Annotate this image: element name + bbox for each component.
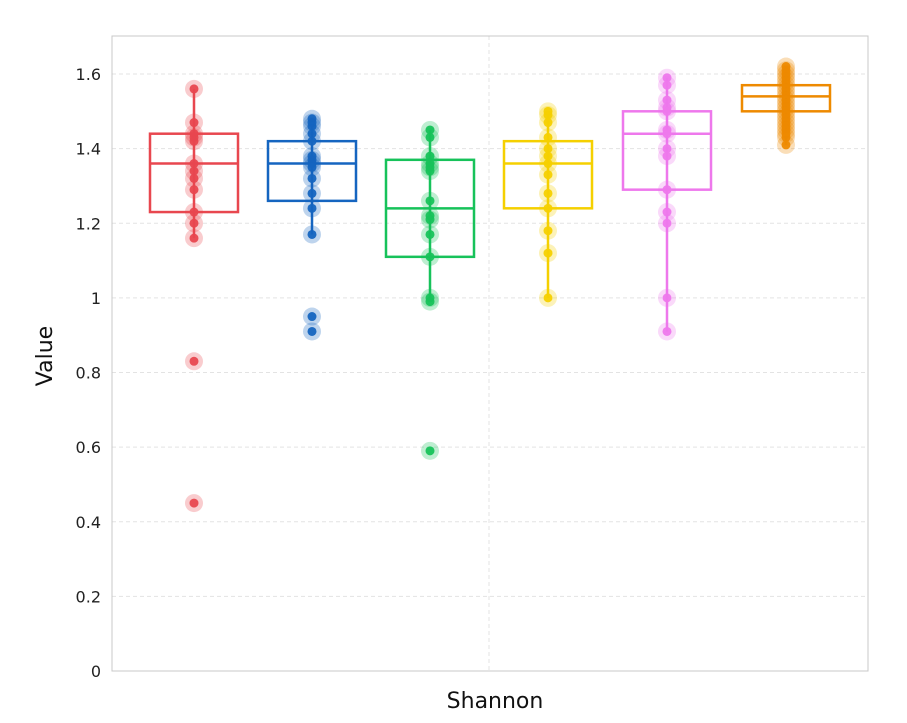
data-point: [425, 252, 435, 262]
series-group-5: [621, 68, 713, 341]
data-point: [543, 118, 553, 128]
data-point: [307, 203, 317, 213]
data-point: [189, 356, 199, 366]
data-point: [189, 173, 199, 183]
data-point: [189, 207, 199, 217]
data-point: [543, 132, 553, 142]
y-axis-label: Value: [33, 326, 58, 386]
data-point: [662, 80, 672, 90]
y-tick-label: 0.6: [76, 438, 101, 457]
data-point: [307, 136, 317, 146]
data-point: [189, 185, 199, 195]
data-point: [662, 326, 672, 336]
data-point: [189, 118, 199, 128]
series-group-2: [266, 109, 358, 341]
data-point: [189, 233, 199, 243]
data-point: [189, 218, 199, 228]
data-point: [543, 151, 553, 161]
data-point: [662, 207, 672, 217]
data-point: [307, 326, 317, 336]
x-axis-label: Shannon: [447, 689, 544, 714]
data-point: [307, 162, 317, 172]
data-point: [189, 84, 199, 94]
data-point: [425, 196, 435, 206]
data-point: [307, 188, 317, 198]
data-point: [425, 132, 435, 142]
data-point: [425, 151, 435, 161]
data-point: [425, 125, 435, 135]
data-point: [662, 144, 672, 154]
data-point: [543, 293, 553, 303]
y-tick-label: 1.2: [76, 214, 101, 233]
data-point: [543, 144, 553, 154]
y-axis-ticks: 0 0.2 0.4 0.6 0.8 1 1.2 1.4 1.6: [76, 65, 101, 681]
data-point: [662, 218, 672, 228]
data-point: [189, 166, 199, 176]
data-point: [662, 95, 672, 105]
series-group-3: [384, 120, 476, 460]
data-point: [425, 297, 435, 307]
series-group-1: [148, 79, 240, 513]
data-point: [781, 140, 791, 150]
data-point: [543, 110, 553, 120]
y-tick-label: 0: [91, 662, 101, 681]
data-point: [662, 73, 672, 83]
data-point: [425, 446, 435, 456]
data-point: [662, 185, 672, 195]
y-tick-label: 0.4: [76, 513, 101, 532]
data-point: [307, 121, 317, 131]
data-point: [543, 170, 553, 180]
data-point: [543, 226, 553, 236]
data-point: [662, 106, 672, 116]
data-point: [307, 129, 317, 139]
y-tick-label: 1: [91, 289, 101, 308]
data-point: [543, 159, 553, 169]
data-point: [189, 136, 199, 146]
data-point: [543, 188, 553, 198]
data-point: [189, 159, 199, 169]
series-group-4: [502, 102, 594, 307]
data-point: [307, 312, 317, 322]
data-point: [543, 203, 553, 213]
data-point: [662, 151, 672, 161]
data-point: [662, 129, 672, 139]
series-layer: [148, 57, 832, 513]
data-point: [189, 498, 199, 508]
data-point: [425, 215, 435, 225]
data-point: [662, 293, 672, 303]
y-tick-label: 0.2: [76, 587, 101, 606]
y-tick-label: 0.8: [76, 364, 101, 383]
y-tick-label: 1.4: [76, 140, 101, 159]
data-point: [425, 166, 435, 176]
y-tick-label: 1.6: [76, 65, 101, 84]
data-point: [307, 229, 317, 239]
data-point: [781, 132, 791, 142]
plot-frame: [111, 35, 869, 672]
grid-layer: [112, 36, 868, 671]
data-point: [425, 229, 435, 239]
data-point: [307, 173, 317, 183]
series-group-6: [740, 57, 832, 154]
data-point: [543, 248, 553, 258]
